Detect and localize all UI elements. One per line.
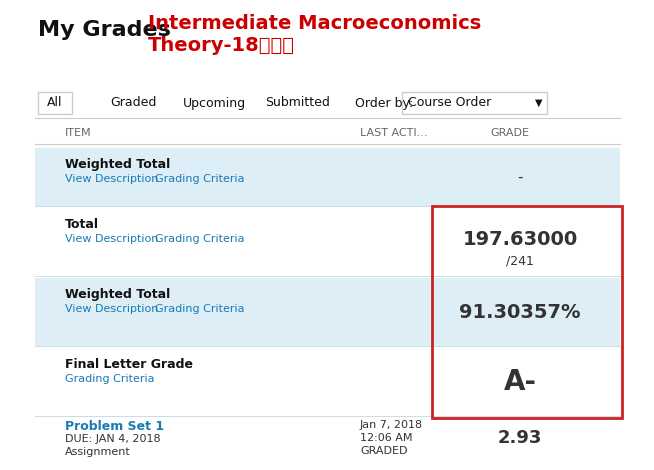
Text: My Grades: My Grades bbox=[38, 20, 171, 40]
Text: GRADE: GRADE bbox=[490, 128, 529, 138]
Text: View Description: View Description bbox=[65, 234, 158, 244]
Text: DUE: JAN 4, 2018: DUE: JAN 4, 2018 bbox=[65, 434, 161, 444]
Text: All: All bbox=[47, 96, 63, 110]
Text: Order by:: Order by: bbox=[355, 96, 413, 110]
Text: View Description: View Description bbox=[65, 304, 158, 314]
Text: -: - bbox=[517, 170, 523, 185]
FancyBboxPatch shape bbox=[38, 92, 72, 114]
Text: ▼: ▼ bbox=[535, 98, 543, 108]
Text: View Description: View Description bbox=[65, 174, 158, 184]
Text: Jan 7, 2018: Jan 7, 2018 bbox=[360, 420, 423, 430]
Text: GRADED: GRADED bbox=[360, 446, 407, 456]
Text: Graded: Graded bbox=[110, 96, 156, 110]
Text: Grading Criteria: Grading Criteria bbox=[155, 234, 245, 244]
FancyBboxPatch shape bbox=[35, 348, 620, 416]
Text: A-: A- bbox=[504, 368, 536, 396]
FancyBboxPatch shape bbox=[35, 208, 620, 276]
Text: Grading Criteria: Grading Criteria bbox=[65, 374, 154, 384]
Text: Upcoming: Upcoming bbox=[183, 96, 246, 110]
Text: 197.63000: 197.63000 bbox=[462, 230, 577, 249]
Text: 2.93: 2.93 bbox=[498, 429, 542, 447]
FancyBboxPatch shape bbox=[35, 278, 620, 346]
Text: Intermediate Macroeconomics
Theory-18年冬季: Intermediate Macroeconomics Theory-18年冬季 bbox=[148, 14, 481, 55]
Text: Submitted: Submitted bbox=[265, 96, 330, 110]
Text: Grading Criteria: Grading Criteria bbox=[155, 174, 245, 184]
Text: LAST ACTI...: LAST ACTI... bbox=[360, 128, 428, 138]
Text: Total: Total bbox=[65, 218, 99, 231]
Text: Assignment: Assignment bbox=[65, 447, 131, 457]
Text: Course Order: Course Order bbox=[408, 96, 491, 110]
Text: Weighted Total: Weighted Total bbox=[65, 158, 170, 171]
FancyBboxPatch shape bbox=[402, 92, 547, 114]
Text: 12:06 AM: 12:06 AM bbox=[360, 433, 413, 443]
Text: Weighted Total: Weighted Total bbox=[65, 288, 170, 301]
Text: Problem Set 1: Problem Set 1 bbox=[65, 420, 164, 433]
Text: Grading Criteria: Grading Criteria bbox=[155, 304, 245, 314]
FancyBboxPatch shape bbox=[35, 148, 620, 206]
Text: /241: /241 bbox=[506, 254, 534, 267]
Text: Final Letter Grade: Final Letter Grade bbox=[65, 358, 193, 371]
Text: 91.30357%: 91.30357% bbox=[459, 303, 581, 321]
Text: ITEM: ITEM bbox=[65, 128, 92, 138]
